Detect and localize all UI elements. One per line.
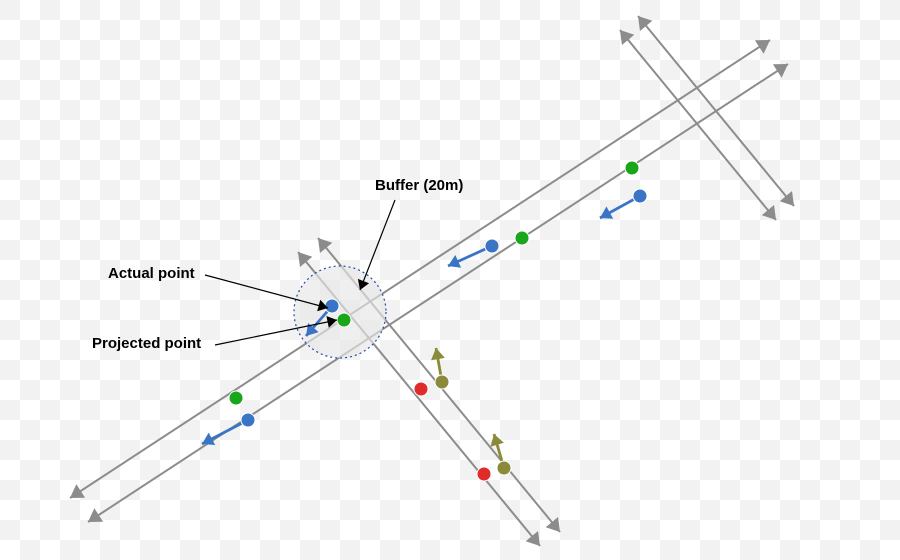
green-point [515,231,529,245]
blue-point [325,299,339,313]
olive-point [435,375,449,389]
blue-point [241,413,255,427]
olive-point [497,461,511,475]
blue-point [633,189,647,203]
green-point [337,313,351,327]
projected-label: Projected point [92,335,201,352]
red-point [414,382,428,396]
buffer-circle [294,266,386,358]
actual-label: Actual point [108,265,195,282]
blue-point [485,239,499,253]
red-point [477,467,491,481]
green-point [229,391,243,405]
buffer-label: Buffer (20m) [375,177,463,194]
green-point [625,161,639,175]
diagram-canvas: Buffer (20m) Actual point Projected point [0,0,900,560]
